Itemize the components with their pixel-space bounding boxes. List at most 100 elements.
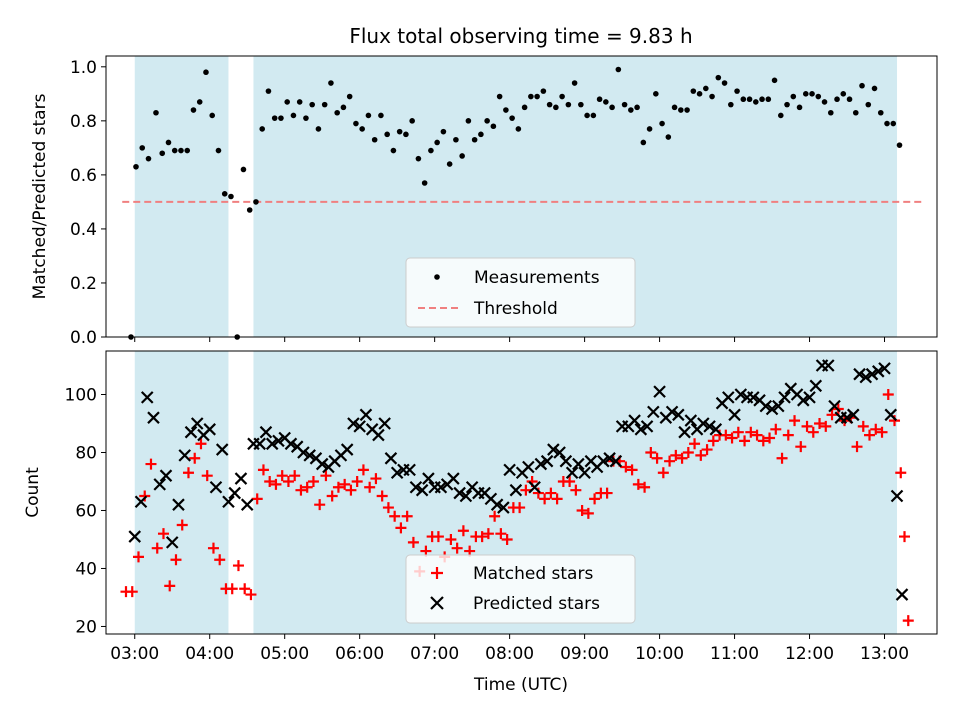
measurement-point [546,101,553,108]
measurement-point [139,145,146,151]
measurement-point [253,199,259,205]
matched-star-point [157,528,169,540]
matched-star-point [282,475,294,487]
matched-star-point [532,487,544,499]
measurement-point [296,99,303,105]
top-y-tick-label: 0.4 [70,220,97,240]
matched-star-point [582,507,594,519]
predicted-star-point [203,423,216,436]
predicted-star-point [215,443,229,456]
predicted-star-point [553,446,566,459]
measurement-point [359,126,365,132]
predicted-star-point [447,472,460,485]
measurement-point [784,101,790,108]
matched-star-point [495,528,507,540]
matched-star-point [720,429,732,441]
matched-star-point [476,531,488,543]
predicted-star-point [603,452,616,465]
matched-star-point [801,420,813,432]
measurement-point [703,85,709,92]
matched-star-point [332,481,344,493]
matched-star-point [676,452,688,464]
x-tick-label: 04:00 [185,644,234,664]
x-tick-label: 07:00 [410,644,459,664]
measurement-point [259,126,266,132]
matched-star-point [576,504,588,516]
measurement-point [796,104,803,111]
measurement-point [540,88,547,94]
predicted-star-point [722,391,735,404]
measurement-point [896,142,903,148]
measurement-point [478,131,484,138]
x-tick-label: 10:00 [635,644,684,664]
bottom-legend-box [405,554,636,624]
measurement-point [690,88,697,94]
measurement-point [271,115,278,121]
x-tick-label: 08:00 [485,644,534,664]
measurement-point [403,131,409,138]
predicted-star-point [459,489,473,503]
measurement-point [871,85,878,92]
matched-star-point [457,525,469,537]
measurement-point [209,112,216,119]
predicted-star-point [678,425,691,439]
matched-star-point [820,420,832,432]
measurement-point [428,147,434,154]
bottom-panel: 20 40 60 80 100 03:00 04:00 05:00 06:00 07:00 08:0… [23,350,938,695]
measurement-point [765,96,772,103]
matched-star-point [320,470,332,482]
measurement-point [553,104,559,111]
matched-star-point [826,409,838,421]
matched-star-point [351,475,363,487]
bottom-plot-frame [105,350,938,635]
measurement-point [284,99,290,105]
predicted-star-point [871,365,885,378]
predicted-star-point [865,367,879,381]
measurement-point [484,118,490,124]
measurement-point [665,134,672,140]
measurement-point [165,139,172,146]
matched-star-point [139,490,151,502]
predicted-star-point [578,466,591,480]
measurement-point [159,150,166,157]
matched-star-point [751,429,763,441]
measurement-point [678,107,684,113]
measurement-point [565,101,572,108]
predicted-star-point [253,437,266,451]
predicted-star-point [234,472,248,485]
predicted-star-point [303,449,316,462]
measurement-point [496,93,503,100]
predicted-star-point [172,498,185,511]
predicted-star-point [284,437,298,451]
shaded-interval [134,56,229,337]
bottom-y-tick-label: 80 [75,443,97,463]
matched-star-point [882,388,894,400]
x-tick-label: 09:00 [560,644,609,664]
measurement-point [590,112,597,119]
matched-star-point [501,533,513,545]
matched-star-point [795,441,807,453]
measurement-point [453,136,459,143]
measurement-point [465,118,472,124]
measurement-point [521,104,528,111]
legend-threshold: Threshold [473,299,558,319]
predicted-star-point [559,454,573,468]
legend-measurements: Measurements [474,268,600,288]
predicted-star-point [809,379,823,393]
matched-star-point [632,478,644,490]
measurement-point [328,80,334,86]
matched-star-point [270,478,282,490]
measurement-point [509,115,515,121]
measurement-point [340,104,347,111]
predicted-star-point [846,408,860,422]
predicted-star-point [265,437,279,451]
measurement-point [628,107,634,113]
measurement-point [777,112,784,119]
predicted-star-point [259,425,273,439]
top-panel: 0.0 0.2 0.4 0.6 0.8 1.0 Matched/Predicted sta… [30,55,938,348]
predicted-star-point [222,495,235,509]
matched-star-point [239,583,251,595]
bottom-y-tick-label: 60 [75,501,97,521]
measurement-point [802,91,809,97]
predicted-star-point [522,460,535,474]
